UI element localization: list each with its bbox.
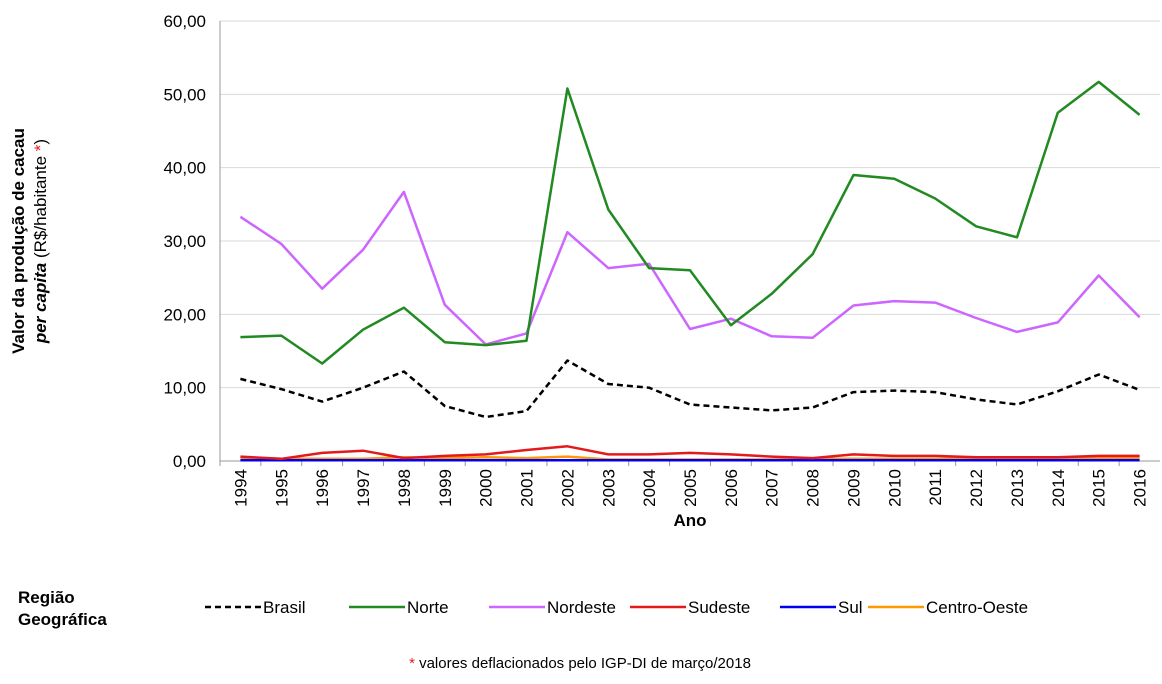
x-tick-label: 2003 — [599, 469, 618, 507]
y-tick-label: 30,00 — [163, 232, 206, 251]
y-axis-label: per capita (R$/habitante *) — [31, 139, 50, 344]
series-line — [239, 190, 1141, 346]
x-tick-label: 2004 — [640, 469, 659, 507]
x-tick-label: 1999 — [436, 469, 455, 507]
y-axis-label-asterisk: * — [31, 144, 50, 151]
x-tick-label: 2016 — [1131, 469, 1150, 507]
legend-label: Nordeste — [547, 598, 616, 617]
x-tick-label: 1998 — [395, 469, 414, 507]
x-tick-label: 1994 — [231, 469, 250, 507]
y-axis-label-part: per capita — [31, 263, 50, 344]
footnote-asterisk: * — [409, 655, 415, 672]
x-tick-label: 2013 — [1008, 469, 1027, 507]
y-axis-label-part: (R$/habitante — [31, 156, 50, 258]
y-tick-label: 50,00 — [163, 85, 206, 104]
y-tick-label: 40,00 — [163, 159, 206, 178]
x-tick-label: 2010 — [885, 469, 904, 507]
y-axis-label-part: ) — [31, 139, 50, 145]
legend-label: Brasil — [263, 598, 306, 617]
legend-label: Sul — [838, 598, 863, 617]
footnote-text: valores deflacionados pelo IGP-DI de mar… — [419, 655, 751, 672]
x-tick-label: 2002 — [558, 469, 577, 507]
legend-label: Centro-Oeste — [926, 598, 1028, 617]
y-tick-label: 20,00 — [163, 305, 206, 324]
x-tick-label: 2000 — [477, 469, 496, 507]
legend-label: Sudeste — [688, 598, 750, 617]
x-tick-label: 1995 — [272, 469, 291, 507]
x-tick-label: 2012 — [967, 469, 986, 507]
footnote: * valores deflacionados pelo IGP-DI de m… — [409, 655, 751, 672]
series-line — [240, 80, 1141, 365]
y-tick-label: 0,00 — [173, 452, 206, 471]
x-tick-label: 2005 — [681, 469, 700, 507]
y-tick-label: 60,00 — [163, 12, 206, 31]
series-line — [240, 445, 1140, 461]
legend-title: Geográfica — [18, 610, 107, 629]
x-tick-label: 2001 — [518, 469, 537, 507]
x-tick-label: 1997 — [354, 469, 373, 507]
x-axis-label: Ano — [673, 511, 706, 530]
y-axis-label: Valor da produção de cacau — [9, 128, 28, 354]
x-tick-label: 2015 — [1090, 469, 1109, 507]
x-tick-label: 2008 — [804, 469, 823, 507]
y-tick-label: 10,00 — [163, 379, 206, 398]
x-tick-label: 1996 — [313, 469, 332, 507]
x-tick-label: 2006 — [722, 469, 741, 507]
x-tick-label: 2011 — [926, 469, 945, 506]
x-tick-label: 2014 — [1049, 469, 1068, 507]
x-tick-label: 2007 — [763, 469, 782, 507]
legend-label: Norte — [407, 598, 449, 617]
x-tick-label: 2009 — [844, 469, 863, 507]
legend-title: Região — [18, 588, 75, 607]
series-line — [240, 359, 1141, 419]
